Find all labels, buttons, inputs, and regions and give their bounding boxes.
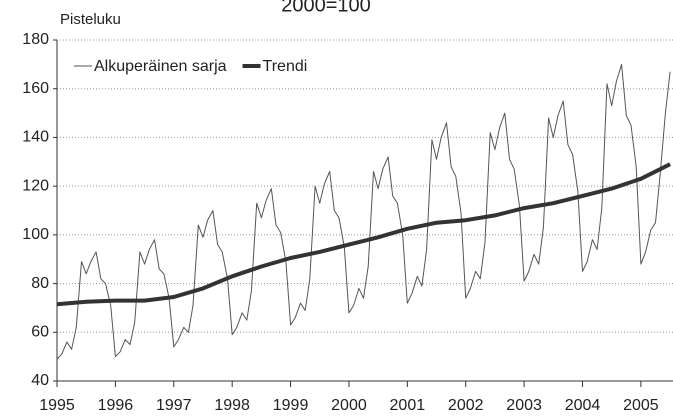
y-tick-label: 120 [22,177,49,194]
y-tick-label: 140 [22,129,49,146]
x-tick-label: 1999 [273,397,309,414]
y-tick-label: 160 [22,80,49,97]
x-tick-label: 1997 [156,397,192,414]
series-line [56,63,671,360]
x-tick-label: 2002 [448,397,484,414]
x-tick-label: 2004 [565,397,601,414]
legend-label: Trendi [263,58,308,75]
x-tick-label: 1995 [39,397,75,414]
y-tick-label: 40 [31,372,49,389]
y-axis-label: Pisteluku [60,11,121,28]
chart-title: 2000=100 [281,0,371,16]
x-tick-label: 2001 [390,397,426,414]
y-tick-label: 80 [31,275,49,292]
x-tick-label: 1996 [98,397,134,414]
y-tick-label: 100 [22,226,49,243]
legend-label: Alkuperäinen sarja [94,58,227,75]
x-tick-label: 2003 [506,397,542,414]
y-tick-label: 180 [22,31,49,48]
y-tick-label: 60 [31,324,49,341]
x-tick-label: 1998 [214,397,250,414]
series-line [56,162,671,307]
x-tick-label: 2005 [623,397,659,414]
x-tick-label: 2000 [331,397,367,414]
